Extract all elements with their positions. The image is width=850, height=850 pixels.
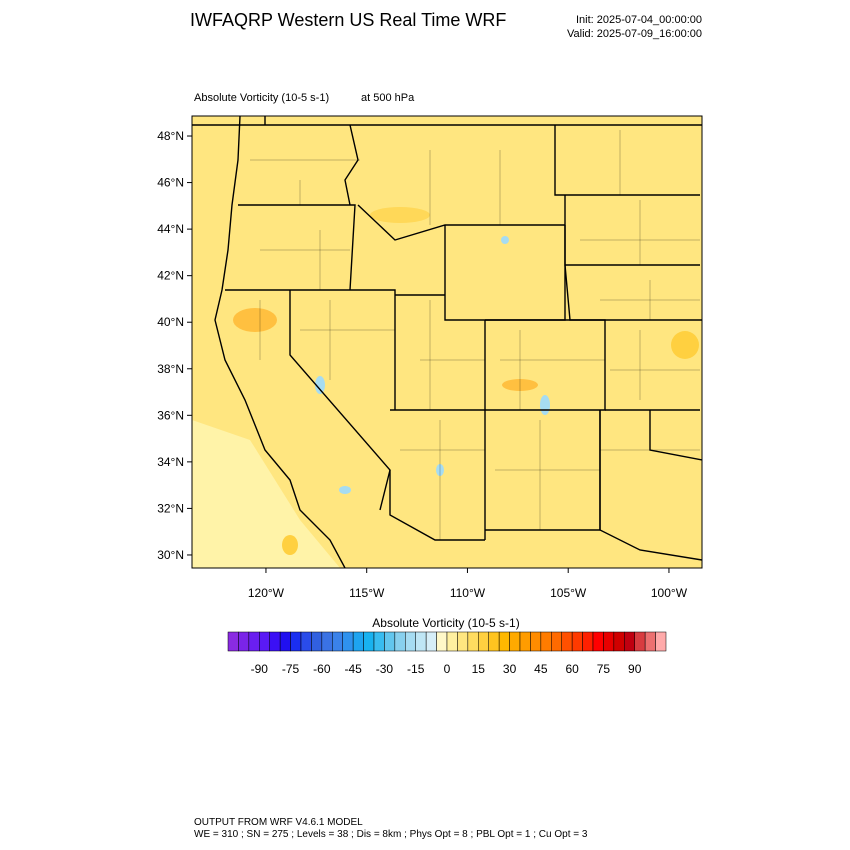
- colorbar-label: 75: [597, 662, 611, 676]
- colorbar-swatch: [624, 631, 635, 652]
- colorbar-swatch: [655, 631, 667, 652]
- lon-label: 105°W: [550, 586, 587, 600]
- colorbar-label: -60: [313, 662, 331, 676]
- footer-line: OUTPUT FROM WRF V4.6.1 MODEL: [194, 817, 363, 828]
- init-time: Init: 2025-07-04_00:00:00: [576, 14, 702, 26]
- map-frame: [191, 115, 703, 569]
- lat-label: 38°N: [157, 362, 184, 376]
- colorbar-swatch: [530, 631, 542, 652]
- colorbar-swatch: [519, 631, 531, 652]
- lon-label: 120°W: [248, 586, 285, 600]
- colorbar-swatch: [571, 631, 583, 652]
- lat-label: 36°N: [157, 408, 184, 422]
- colorbar-swatch: [311, 631, 323, 652]
- colorbar-label: -15: [407, 662, 425, 676]
- colorbar-swatch: [446, 631, 458, 652]
- colorbar-swatch: [540, 631, 552, 652]
- colorbar-swatch: [248, 631, 260, 652]
- colorbar-label: -75: [282, 662, 300, 676]
- colorbar-swatch: [290, 631, 302, 652]
- colorbar-swatch: [269, 631, 281, 652]
- colorbar-swatch: [279, 631, 291, 652]
- colorbar-swatch: [478, 631, 489, 652]
- colorbar-swatch: [405, 631, 416, 652]
- colorbar-label: -90: [251, 662, 269, 676]
- colorbar-swatch: [300, 631, 312, 652]
- colorbar-label: 60: [565, 662, 579, 676]
- lat-label: 32°N: [157, 501, 184, 515]
- valid-time: Valid: 2025-07-09_16:00:00: [567, 28, 702, 40]
- lat-label: 42°N: [157, 269, 184, 283]
- colorbar-swatch: [384, 631, 396, 652]
- lat-label: 30°N: [157, 548, 184, 562]
- colorbar-swatch: [551, 631, 562, 652]
- field-name: Absolute Vorticity (10-5 s-1): [194, 92, 329, 104]
- colorbar-swatch: [467, 631, 479, 652]
- colorbar-swatch: [394, 631, 406, 652]
- colorbar-label: 45: [534, 662, 548, 676]
- colorbar-swatch: [457, 631, 469, 652]
- lat-label: 48°N: [157, 129, 184, 143]
- colorbar-label: -45: [344, 662, 362, 676]
- lat-label: 46°N: [157, 176, 184, 190]
- colorbar-label: -30: [376, 662, 394, 676]
- field-level: at 500 hPa: [361, 92, 415, 104]
- colorbar-swatch: [227, 631, 239, 652]
- lat-label: 34°N: [157, 455, 184, 469]
- colorbar-swatch: [436, 631, 448, 652]
- colorbar-swatch: [363, 631, 375, 652]
- colorbar-swatch: [634, 631, 646, 652]
- colorbar-swatch: [592, 631, 604, 652]
- lon-label: 110°W: [450, 586, 486, 600]
- colorbar-swatch: [561, 631, 573, 652]
- map: [192, 116, 702, 568]
- footer-line: WE = 310 ; SN = 275 ; Levels = 38 ; Dis …: [194, 829, 588, 840]
- colorbar-swatch: [352, 631, 364, 652]
- colorbar-swatch: [373, 631, 385, 652]
- colorbar-swatch: [582, 631, 594, 652]
- colorbar-swatch: [613, 631, 625, 652]
- lat-label: 44°N: [157, 222, 184, 236]
- colorbar-swatch: [425, 631, 437, 652]
- colorbar-swatch: [644, 631, 656, 652]
- colorbar-title: Absolute Vorticity (10-5 s-1): [372, 616, 519, 630]
- lon-label: 100°W: [651, 586, 688, 600]
- title: IWFAQRP Western US Real Time WRF: [190, 10, 506, 30]
- lat-label: 40°N: [157, 315, 184, 329]
- colorbar-swatch: [238, 631, 250, 652]
- colorbar-swatch: [332, 631, 343, 652]
- colorbar-swatch: [259, 631, 270, 652]
- colorbar-label: 0: [444, 662, 451, 676]
- colorbar-label: 30: [503, 662, 517, 676]
- colorbar-swatch: [342, 631, 354, 652]
- colorbar-swatch: [509, 631, 521, 652]
- lon-label: 115°W: [349, 586, 385, 600]
- colorbar-swatch: [498, 631, 510, 652]
- colorbar-label: 90: [628, 662, 642, 676]
- colorbar-label: 15: [472, 662, 486, 676]
- colorbar-swatch: [603, 631, 615, 652]
- colorbar-swatch: [488, 631, 500, 652]
- colorbar-swatch: [415, 631, 427, 652]
- colorbar-swatch: [321, 631, 333, 652]
